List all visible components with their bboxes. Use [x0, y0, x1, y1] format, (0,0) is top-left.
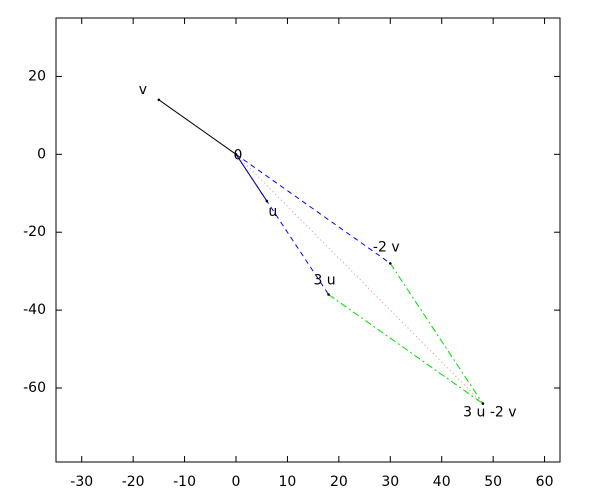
y-tick-label: -20	[23, 224, 46, 240]
x-tick-label: 0	[232, 474, 241, 490]
point-label: 3 u -2 v	[463, 405, 516, 421]
vector-segment	[158, 99, 237, 155]
y-tick-label: -60	[23, 380, 46, 396]
x-tick-label: 40	[433, 474, 451, 490]
point	[481, 402, 485, 405]
vector-segment	[389, 263, 484, 404]
x-tick-label: -10	[173, 474, 196, 490]
x-tick-label: -20	[122, 474, 145, 490]
x-tick-label: 50	[484, 474, 502, 490]
x-tick-label: -30	[70, 474, 93, 490]
vector-segment	[328, 294, 484, 404]
y-tick-label: -40	[23, 302, 46, 318]
x-tick-label: 10	[279, 474, 297, 490]
point-label: 0	[234, 147, 243, 163]
x-tick-label: 30	[381, 474, 399, 490]
y-tick-label: 0	[37, 146, 46, 162]
point-label: 3 u	[313, 273, 335, 289]
plot-frame	[55, 17, 561, 463]
vector-segment	[235, 153, 484, 404]
x-tick-label: 20	[330, 474, 348, 490]
point-label: -2 v	[373, 239, 400, 255]
point	[388, 262, 392, 265]
point-label: v	[139, 82, 147, 98]
point	[265, 199, 269, 203]
point	[327, 293, 330, 296]
x-tick-label: 60	[536, 474, 554, 490]
y-tick-label: 20	[28, 68, 46, 84]
point-label: u	[268, 204, 277, 220]
point	[234, 153, 238, 156]
vector-segment	[235, 154, 329, 295]
vector-segment	[235, 153, 391, 264]
point	[157, 98, 161, 102]
